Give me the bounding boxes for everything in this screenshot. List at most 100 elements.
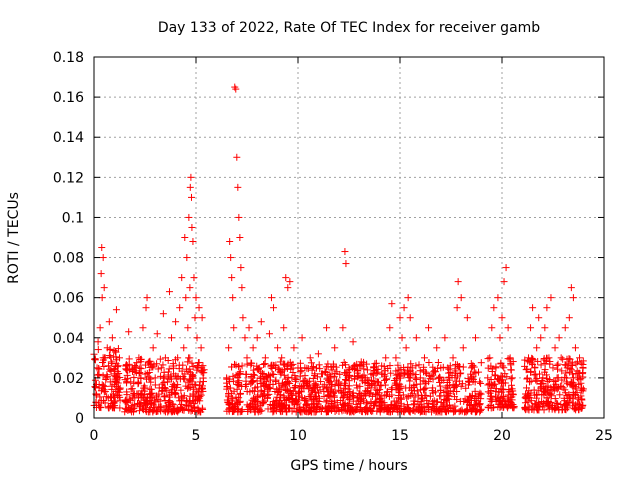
data-point <box>443 382 451 390</box>
data-point <box>382 375 390 383</box>
data-point <box>549 364 557 372</box>
data-point <box>533 394 541 402</box>
data-point <box>436 378 444 386</box>
data-point <box>557 354 565 362</box>
data-point <box>344 368 352 376</box>
data-point <box>476 378 484 386</box>
data-point <box>268 370 276 378</box>
data-point <box>105 318 113 326</box>
data-point <box>311 370 319 378</box>
data-point <box>344 385 352 393</box>
data-point <box>453 304 461 312</box>
data-point <box>150 396 158 404</box>
data-point <box>416 367 424 375</box>
x-tick-label: 10 <box>289 428 307 444</box>
data-point <box>153 330 161 338</box>
data-point <box>156 397 164 405</box>
data-point <box>353 384 361 392</box>
data-point <box>365 390 373 398</box>
data-point <box>356 390 364 398</box>
data-point <box>462 384 470 392</box>
data-point <box>174 381 182 389</box>
data-point <box>459 380 467 388</box>
data-point <box>472 392 480 400</box>
data-point <box>259 390 267 398</box>
data-point <box>498 400 506 408</box>
data-point <box>425 358 433 366</box>
data-point <box>109 390 117 398</box>
data-point <box>351 362 359 370</box>
data-point <box>420 363 428 371</box>
data-point <box>558 367 566 375</box>
data-point <box>100 284 108 292</box>
data-point <box>97 270 105 278</box>
data-point <box>352 400 360 408</box>
data-point <box>199 374 207 382</box>
data-point <box>264 405 272 413</box>
data-point <box>471 334 479 342</box>
data-point <box>349 338 357 346</box>
data-point <box>187 377 195 385</box>
data-point <box>323 375 331 383</box>
data-point <box>231 406 239 414</box>
data-point <box>472 399 480 407</box>
data-point <box>185 354 193 362</box>
data-point <box>508 374 516 382</box>
y-tick-label: 0.08 <box>53 251 84 267</box>
data-point <box>150 361 158 369</box>
data-point <box>540 400 548 408</box>
data-point <box>246 388 254 396</box>
data-point <box>248 396 256 404</box>
data-point <box>426 392 434 400</box>
data-point <box>185 213 193 221</box>
data-point <box>284 379 292 387</box>
data-point <box>180 406 188 414</box>
data-point <box>225 401 233 409</box>
data-point <box>91 355 99 363</box>
data-point <box>349 389 357 397</box>
data-point <box>554 403 562 411</box>
data-point <box>229 294 237 302</box>
data-point <box>419 407 427 415</box>
data-point <box>451 365 459 373</box>
data-point <box>565 314 573 322</box>
data-point <box>168 334 176 342</box>
data-point <box>101 388 109 396</box>
plot-frame <box>93 56 605 419</box>
data-point <box>277 370 285 378</box>
data-point <box>397 382 405 390</box>
data-point <box>236 397 244 405</box>
data-point <box>467 373 475 381</box>
data-point <box>152 392 160 400</box>
data-point <box>311 380 319 388</box>
data-point <box>310 400 318 408</box>
data-point <box>170 370 178 378</box>
data-point <box>276 384 284 392</box>
data-point <box>399 391 407 399</box>
data-point <box>545 389 553 397</box>
data-point <box>507 375 515 383</box>
data-point <box>243 401 251 409</box>
data-point <box>522 366 530 374</box>
data-point <box>190 403 198 411</box>
data-point <box>191 314 199 322</box>
data-point <box>427 372 435 380</box>
data-point <box>552 399 560 407</box>
data-point <box>151 381 159 389</box>
data-point <box>169 360 177 368</box>
data-point <box>488 396 496 404</box>
data-point <box>476 389 484 397</box>
data-point <box>471 387 479 395</box>
data-point <box>292 390 300 398</box>
data-point <box>523 391 531 399</box>
data-point <box>456 397 464 405</box>
x-tick-label: 15 <box>391 428 409 444</box>
data-point <box>524 398 532 406</box>
data-point <box>540 406 548 414</box>
data-point <box>477 379 485 387</box>
data-point <box>579 360 587 368</box>
data-point <box>356 399 364 407</box>
data-point <box>345 382 353 390</box>
data-point <box>496 375 504 383</box>
data-point <box>141 370 149 378</box>
